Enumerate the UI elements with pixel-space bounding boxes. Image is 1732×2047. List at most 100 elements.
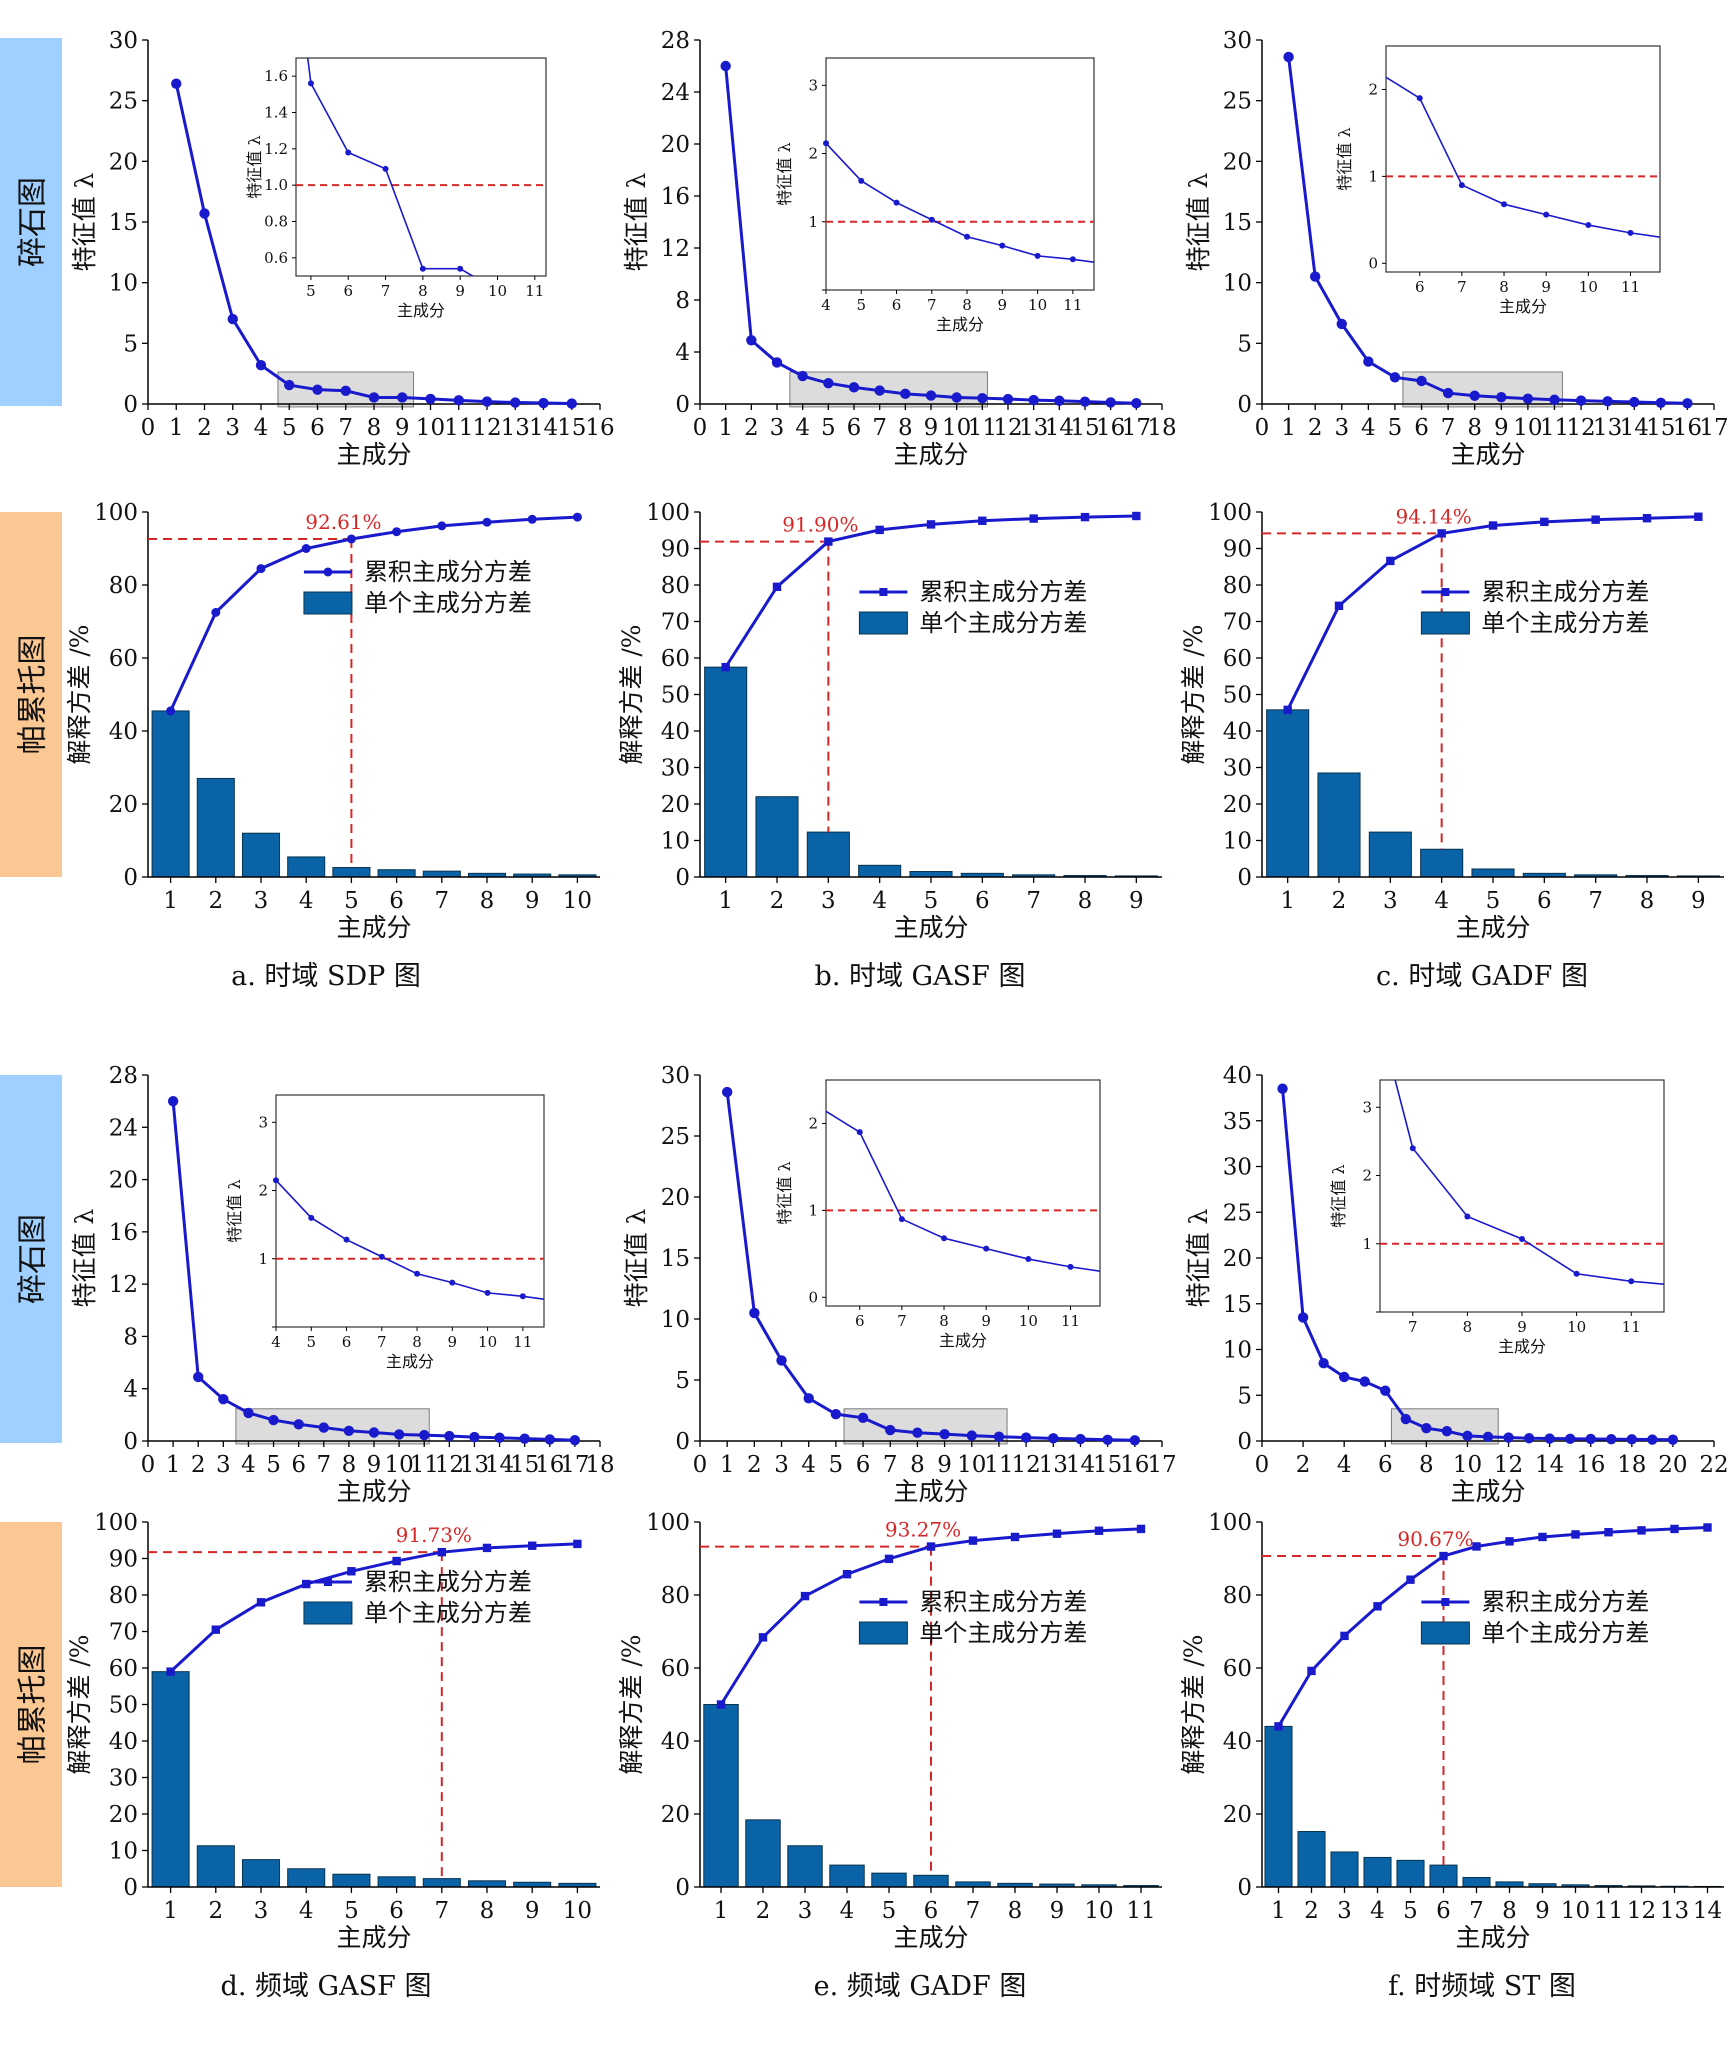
eigenvalue-point [1338,1371,1350,1383]
inset-point [308,1214,315,1221]
inset-frame [275,1094,545,1328]
inset-x-label: 主成分 [1498,1337,1546,1356]
x-tick-label: 12 [1011,1452,1040,1478]
inset-x-tick-label: 9 [1517,1318,1527,1336]
cumulative-point [1340,1631,1349,1641]
cumulative-point [758,1633,768,1642]
inset-y-tick-label: 1.6 [264,67,288,85]
eigenvalue-point [977,392,988,404]
x-tick-label: 11 [1594,1898,1623,1924]
inset-x-tick-label: 7 [377,1333,387,1351]
inset-point [1409,1145,1416,1152]
x-tick-label: 6 [1378,1452,1393,1478]
caption-a: a. 时域 SDP 图 [231,961,421,992]
y-tick-label: 4 [675,340,690,366]
x-tick-label: 7 [434,888,449,914]
x-tick-label: 1 [163,1898,178,1924]
x-tick-label: 5 [1403,1898,1418,1924]
cumulative-point [772,582,782,592]
x-tick-label: 5 [1486,888,1501,914]
y-tick-label: 5 [675,1368,690,1394]
eigenvalue-point [1585,1433,1596,1445]
inset-point [941,1235,948,1242]
y-tick-label: 16 [661,184,690,210]
cumulative-point [978,516,987,525]
eigenvalue-point [993,1431,1005,1442]
variance-bar [1297,1831,1326,1888]
eigenvalue-point [544,1434,555,1445]
x-tick-label: 9 [1691,888,1706,914]
x-tick-label: 6 [1436,1898,1451,1924]
x-tick-label: 4 [872,888,887,914]
cumulative-point [824,537,833,546]
legend-cumulative-label: 累积主成分方差 [919,1588,1087,1616]
y-tick-label: 10 [1223,829,1252,855]
x-tick-label: 5 [924,888,939,914]
x-tick-label: 9 [367,1452,382,1478]
y-tick-label: 40 [109,719,138,745]
x-tick-label: 11 [444,415,473,441]
cumulative-point [800,1591,810,1601]
x-tick-label: 8 [1502,1898,1517,1924]
eigenvalue-point [797,370,808,382]
y-tick-label: 12 [661,236,690,262]
cumulative-point [573,1539,582,1549]
cumulative-point [1274,1722,1283,1731]
caption-d: d. 频域 GASF 图 [221,1971,432,2002]
inset-line [826,1110,1100,1272]
cumulative-point [527,514,537,524]
eigenvalue-point [749,1307,760,1319]
variance-bar [1317,772,1361,878]
y-tick-label: 20 [109,149,138,175]
eigenvalue-point [293,1419,304,1430]
eigenvalue-point [481,396,493,407]
eigenvalue-point [171,78,182,89]
inset-x-tick-label: 6 [1415,278,1425,296]
x-tick-label: 1 [1280,888,1295,914]
x-tick-label: 11 [410,1452,439,1478]
cumulative-point [1488,521,1498,530]
threshold-annotation: 94.14% [1396,504,1472,528]
y-tick-label: 5 [1237,331,1252,357]
eigenvalue-point [1682,398,1693,409]
y-tick-label: 5 [123,331,138,357]
eigenvalue-point [776,1355,787,1366]
x-tick-label: 5 [821,415,836,441]
inset-frame [295,57,547,277]
eigenvalue-point [453,395,464,406]
x-tick-label: 3 [798,1898,813,1924]
x-tick-label: 4 [795,415,810,441]
cumulative-point [347,1567,356,1576]
variance-bar [913,1874,949,1888]
threshold-annotation: 90.67% [1397,1527,1473,1551]
cumulative-point [301,544,311,553]
y-tick-label: 80 [661,1583,690,1609]
y-tick-label: 80 [1223,573,1252,599]
inset-y-tick-label: 0.6 [264,249,288,267]
cumulative-point [842,1569,852,1579]
legend-marker [1441,1598,1450,1606]
inset-x-tick-label: 10 [488,282,507,300]
x-tick-label: 8 [1078,888,1093,914]
variance-bar [196,777,235,878]
x-tick-label: 9 [1494,415,1509,441]
zoom-region-box [843,1408,1008,1445]
x-tick-label: 15 [557,415,586,441]
cumulative-point [256,564,266,574]
y-tick-label: 70 [109,1620,138,1646]
eigenvalue-point [1283,51,1294,63]
cumulative-point [211,1625,220,1634]
inset-x-tick-label: 9 [998,296,1008,314]
inset-y-tick-label: 1.0 [264,176,288,194]
x-tick-label: 15 [510,1452,539,1478]
eigenvalue-point [823,378,834,389]
y-axis-label: 特征值 λ [622,172,651,271]
scree-tab-top-bg [0,38,62,406]
x-tick-label: 3 [254,888,269,914]
x-tick-label: 5 [344,888,359,914]
variance-bar [1368,831,1412,878]
x-tick-label: 2 [1308,415,1323,441]
